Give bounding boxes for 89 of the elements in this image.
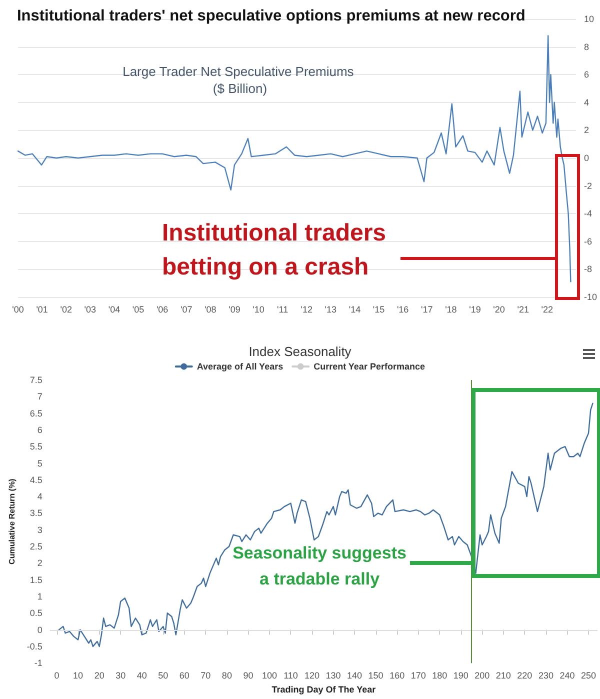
- x-tick-label: 140: [347, 670, 362, 681]
- y-tick-label: 8: [584, 42, 590, 52]
- chart-title: Institutional traders' net speculative options premiums at new record: [17, 8, 526, 24]
- x-tick-label: '21: [517, 304, 529, 314]
- y-tick-label: 3: [37, 524, 42, 535]
- x-tick-label: 20: [94, 670, 104, 681]
- y-tick-label: 2: [584, 125, 590, 136]
- x-tick-label: 170: [410, 670, 426, 681]
- x-tick-label: '09: [228, 304, 240, 314]
- y-tick-label: 7: [37, 392, 42, 402]
- x-axis-title: Trading Day Of The Year: [272, 684, 376, 694]
- x-tick-label: '22: [541, 304, 553, 314]
- y-tick-label: 2.5: [30, 542, 42, 552]
- x-tick-label: 180: [432, 670, 448, 681]
- line-series: [58, 402, 594, 648]
- x-tick-label: '19: [469, 304, 481, 314]
- line-series: [17, 35, 572, 282]
- y-tick-label: -10: [584, 292, 598, 302]
- y-tick-label: 0: [37, 624, 42, 635]
- y-tick-label: 3.5: [30, 508, 42, 518]
- y-tick-label: 5.5: [30, 442, 42, 452]
- chart-title: Index Seasonality: [248, 344, 352, 359]
- y-tick-label: 4: [37, 492, 42, 502]
- legend-label: Current Year Performance: [314, 362, 425, 372]
- x-tick-label: 190: [453, 670, 468, 681]
- y-axis-title: Cumulative Return (%): [8, 478, 16, 564]
- x-tick-label: 100: [262, 670, 277, 681]
- y-tick-label: 1: [37, 591, 42, 602]
- x-tick-label: 230: [538, 670, 554, 681]
- y-tick-label: 10: [584, 14, 594, 24]
- x-tick-label: '16: [396, 304, 409, 314]
- x-tick-label: '18: [445, 304, 457, 314]
- x-tick-label: '06: [156, 304, 168, 314]
- x-tick-label: 10: [73, 670, 84, 681]
- y-tick-label: 6.5: [30, 408, 42, 418]
- x-tick-label: '13: [324, 304, 337, 314]
- annotation: Institutional traders betting on a crash: [162, 220, 386, 280]
- y-tick-label: 4: [584, 97, 590, 108]
- x-tick-label: 70: [200, 670, 211, 681]
- x-tick-label: 30: [116, 670, 126, 681]
- x-tick-label: 110: [284, 670, 298, 681]
- x-tick-label: '05: [132, 304, 144, 314]
- y-tick-label: 0: [584, 153, 590, 163]
- y-tick-label: 5: [37, 458, 42, 468]
- x-tick-label: '03: [84, 304, 96, 314]
- x-tick-label: '04: [108, 304, 120, 314]
- x-tick-label: 150: [368, 670, 384, 681]
- x-tick-label: '12: [300, 304, 312, 314]
- x-tick-label: 60: [179, 670, 190, 681]
- y-tick-label: 6: [37, 424, 42, 435]
- y-tick-label: -4: [584, 208, 592, 219]
- x-tick-label: '01: [36, 304, 48, 314]
- y-tick-label: 6: [584, 70, 590, 80]
- x-tick-label: 210: [496, 670, 511, 681]
- x-tick-label: 160: [390, 670, 405, 681]
- x-tick-label: '07: [180, 304, 192, 314]
- text: Large Trader Net Speculative Premiums ($ Billion): [122, 64, 358, 96]
- x-tick-label: 220: [517, 670, 532, 681]
- x-tick-label: '10: [252, 304, 264, 314]
- x-tick-label: '17: [421, 304, 433, 314]
- y-tick-label: -6: [584, 236, 592, 246]
- y-tick-label: 0.5: [30, 608, 42, 618]
- x-tick-label: '00: [12, 304, 24, 314]
- legend-label: Average of All Years: [196, 362, 284, 372]
- y-tick-label: 4.5: [30, 474, 42, 485]
- x-tick-label: '08: [204, 304, 216, 314]
- x-tick-label: 240: [560, 670, 575, 681]
- x-tick-label: '20: [493, 304, 505, 314]
- y-tick-label: 7.5: [30, 375, 42, 385]
- x-tick-label: 120: [304, 670, 320, 681]
- x-tick-label: '02: [60, 304, 72, 314]
- x-tick-label: 80: [222, 670, 232, 681]
- annotation: Seasonality suggests a tradable rally: [232, 544, 406, 589]
- x-tick-label: 40: [136, 670, 147, 681]
- x-tick-label: 130: [326, 670, 341, 681]
- x-tick-label: 90: [243, 670, 254, 681]
- x-tick-label: '14: [348, 304, 361, 314]
- x-tick-label: 200: [474, 670, 490, 681]
- x-tick-label: '11: [277, 304, 288, 314]
- x-tick-label: 0: [54, 670, 60, 681]
- y-tick-label: -8: [584, 264, 592, 274]
- x-tick-label: 50: [158, 670, 168, 681]
- y-tick-label: 1.5: [30, 574, 42, 585]
- y-tick-label: -2: [584, 180, 592, 191]
- x-tick-label: 250: [580, 670, 596, 681]
- y-tick-label: -1: [34, 658, 42, 668]
- y-tick-label: -0.5: [26, 641, 42, 652]
- x-tick-label: '15: [372, 304, 385, 314]
- y-tick-label: 2: [37, 558, 42, 568]
